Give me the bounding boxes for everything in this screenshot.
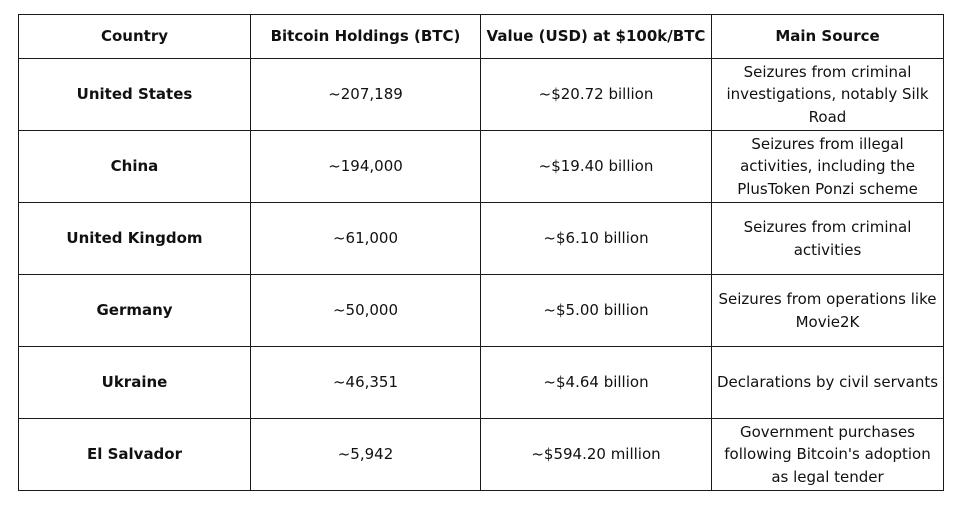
table-row: El Salvador ~5,942 ~$594.20 million Gove… (18, 418, 944, 491)
table-row: United Kingdom ~61,000 ~$6.10 billion Se… (18, 202, 944, 275)
cell-holdings: ~50,000 (250, 274, 481, 347)
cell-source: Declarations by civil servants (711, 346, 944, 419)
cell-country: United States (18, 58, 251, 131)
table-row: China ~194,000 ~$19.40 billion Seizures … (18, 130, 944, 203)
bitcoin-holdings-table: Country Bitcoin Holdings (BTC) Value (US… (18, 14, 944, 491)
header-country: Country (18, 14, 251, 59)
cell-holdings: ~5,942 (250, 418, 481, 491)
cell-value: ~$19.40 billion (480, 130, 712, 203)
cell-country: Germany (18, 274, 251, 347)
cell-value: ~$6.10 billion (480, 202, 712, 275)
cell-country: El Salvador (18, 418, 251, 491)
table-row: United States ~207,189 ~$20.72 billion S… (18, 58, 944, 131)
cell-holdings: ~46,351 (250, 346, 481, 419)
cell-source: Seizures from criminal investigations, n… (711, 58, 944, 131)
cell-country: United Kingdom (18, 202, 251, 275)
bitcoin-holdings-table-container: Country Bitcoin Holdings (BTC) Value (US… (18, 14, 944, 491)
table-row: Germany ~50,000 ~$5.00 billion Seizures … (18, 274, 944, 347)
header-holdings: Bitcoin Holdings (BTC) (250, 14, 481, 59)
cell-value: ~$20.72 billion (480, 58, 712, 131)
cell-source: Seizures from illegal activities, includ… (711, 130, 944, 203)
cell-country: China (18, 130, 251, 203)
cell-value: ~$4.64 billion (480, 346, 712, 419)
cell-source: Seizures from operations like Movie2K (711, 274, 944, 347)
cell-source: Government purchases following Bitcoin's… (711, 418, 944, 491)
cell-source: Seizures from criminal activities (711, 202, 944, 275)
cell-value: ~$594.20 million (480, 418, 712, 491)
cell-value: ~$5.00 billion (480, 274, 712, 347)
header-value: Value (USD) at $100k/BTC (480, 14, 712, 59)
table-header-row: Country Bitcoin Holdings (BTC) Value (US… (18, 14, 944, 59)
table-row: Ukraine ~46,351 ~$4.64 billion Declarati… (18, 346, 944, 419)
cell-holdings: ~61,000 (250, 202, 481, 275)
header-source: Main Source (711, 14, 944, 59)
cell-holdings: ~194,000 (250, 130, 481, 203)
cell-country: Ukraine (18, 346, 251, 419)
cell-holdings: ~207,189 (250, 58, 481, 131)
